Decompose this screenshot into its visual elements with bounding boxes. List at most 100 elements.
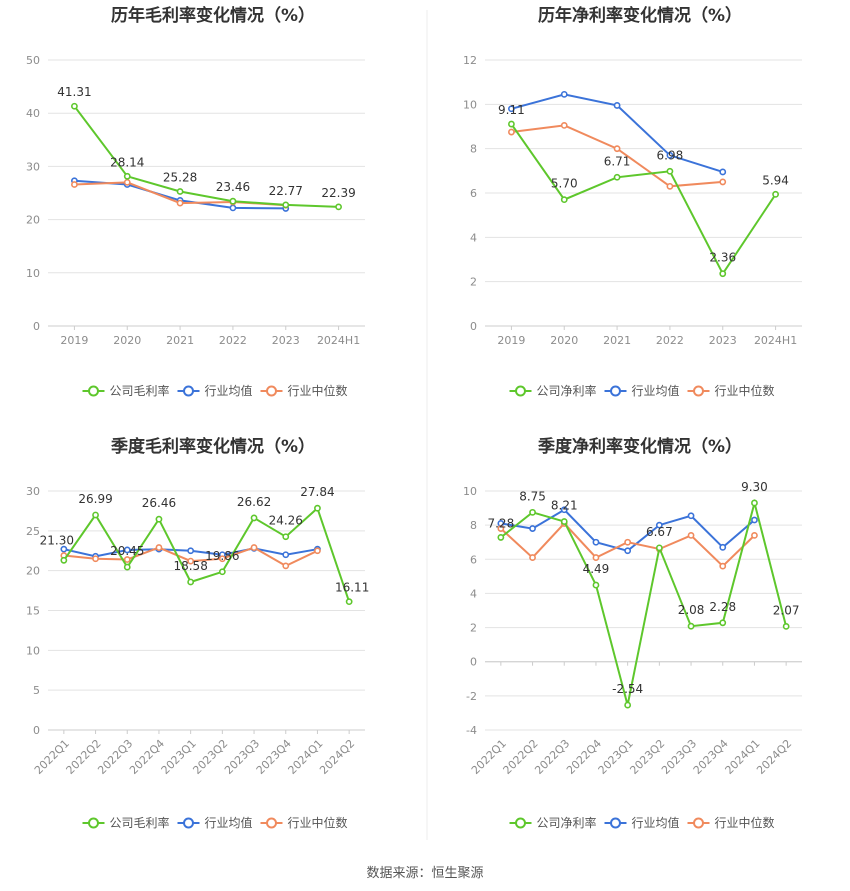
data-point-company bbox=[176, 188, 184, 195]
y-tick-label: 25 bbox=[26, 525, 40, 538]
data-point-industry_avg bbox=[666, 151, 674, 159]
data-point-industry_avg bbox=[123, 546, 131, 554]
x-tick-label: 2021 bbox=[166, 334, 194, 347]
data-label: 18.58 bbox=[173, 559, 207, 573]
data-point-industry_avg bbox=[719, 168, 727, 176]
data-point-company bbox=[529, 508, 536, 516]
data-point-company bbox=[497, 534, 505, 541]
data-point-industry_median bbox=[176, 199, 184, 207]
y-tick-label: 30 bbox=[26, 485, 40, 498]
data-point-industry_median bbox=[529, 554, 536, 561]
x-tick-label: 2022 bbox=[219, 334, 247, 347]
chart-title: 季度毛利率变化情况（%） bbox=[111, 436, 315, 457]
x-tick-label: 2024H1 bbox=[754, 334, 797, 347]
chart-title: 历年毛利率变化情况（%） bbox=[111, 5, 315, 26]
data-point-industry_median bbox=[719, 562, 727, 570]
data-point-company bbox=[655, 544, 663, 552]
data-label: 41.31 bbox=[57, 85, 91, 99]
data-point-company bbox=[782, 622, 790, 630]
data-point-industry_avg bbox=[655, 521, 663, 529]
data-point-company bbox=[282, 201, 290, 209]
x-tick-label: 2022 bbox=[656, 334, 684, 347]
y-tick-label: 4 bbox=[470, 587, 477, 600]
legend-label: 行业均值 bbox=[632, 815, 680, 830]
data-point-industry_median bbox=[719, 178, 727, 186]
legend-label: 行业均值 bbox=[205, 815, 253, 830]
data-point-industry_avg bbox=[592, 538, 600, 546]
data-label: 28.14 bbox=[110, 155, 144, 169]
data-point-industry_avg bbox=[560, 506, 568, 514]
legend-swatch-marker bbox=[183, 817, 194, 829]
data-label: 2.08 bbox=[678, 603, 705, 617]
data-point-industry_avg bbox=[613, 102, 621, 109]
data-label: 27.84 bbox=[300, 485, 334, 499]
data-point-industry_median bbox=[314, 547, 321, 555]
data-label: 16.11 bbox=[335, 581, 369, 595]
data-point-industry_median bbox=[613, 145, 621, 153]
y-tick-label: 6 bbox=[470, 187, 477, 200]
y-tick-label: 15 bbox=[26, 605, 40, 618]
y-tick-label: 12 bbox=[463, 54, 477, 67]
x-tick-label: 2020 bbox=[550, 334, 578, 347]
data-point-company bbox=[123, 172, 131, 180]
data-label: 5.94 bbox=[762, 173, 789, 187]
y-tick-label: 8 bbox=[470, 519, 477, 532]
data-point-industry_avg bbox=[719, 543, 727, 551]
x-tick-label: 2023 bbox=[272, 334, 300, 347]
data-label: 6.67 bbox=[646, 525, 673, 539]
legend-label: 行业中位数 bbox=[715, 383, 775, 398]
data-point-company bbox=[592, 581, 600, 589]
y-tick-label: 2 bbox=[470, 622, 477, 635]
y-tick-label: 20 bbox=[26, 214, 40, 227]
data-point-company bbox=[751, 499, 758, 507]
data-point-industry_median bbox=[92, 555, 99, 563]
y-tick-label: 10 bbox=[463, 485, 477, 498]
x-tick-label: 2020 bbox=[113, 334, 141, 347]
data-point-industry_median bbox=[71, 181, 78, 188]
data-point-industry_median bbox=[624, 538, 632, 546]
legend-swatch-marker bbox=[515, 385, 526, 397]
y-tick-label: 10 bbox=[463, 98, 477, 111]
data-point-company bbox=[282, 533, 290, 541]
data-label: 4.49 bbox=[583, 562, 610, 576]
data-point-industry_median bbox=[592, 554, 600, 561]
data-label: 19.86 bbox=[205, 549, 239, 563]
series-line-company bbox=[73, 105, 339, 208]
legend-swatch-marker bbox=[693, 817, 704, 829]
y-tick-label: 10 bbox=[26, 644, 40, 657]
y-tick-label: 30 bbox=[26, 160, 40, 173]
legend-swatch-marker bbox=[88, 817, 99, 829]
data-point-industry_median bbox=[187, 557, 195, 565]
legend-label: 公司净利率 bbox=[537, 383, 597, 398]
data-label: 6.71 bbox=[604, 154, 631, 168]
data-point-industry_median bbox=[751, 531, 758, 539]
data-label: 5.70 bbox=[551, 177, 578, 191]
data-point-company bbox=[92, 511, 99, 519]
data-point-industry_avg bbox=[624, 547, 632, 555]
data-label: 2.28 bbox=[709, 600, 736, 614]
chart-title: 季度净利率变化情况（%） bbox=[538, 436, 742, 457]
y-tick-label: 20 bbox=[26, 565, 40, 578]
data-point-industry_median bbox=[560, 121, 568, 129]
data-label: 8.21 bbox=[551, 499, 578, 513]
data-point-company bbox=[335, 203, 342, 211]
data-point-company bbox=[624, 701, 632, 709]
data-point-industry_avg bbox=[229, 204, 237, 212]
chart-title: 历年净利率变化情况（%） bbox=[538, 5, 742, 26]
legend-label: 行业均值 bbox=[632, 383, 680, 398]
x-tick-label: 2024H1 bbox=[317, 334, 360, 347]
data-point-company bbox=[345, 598, 353, 606]
y-tick-label: -4 bbox=[466, 724, 477, 737]
data-point-company bbox=[613, 173, 621, 181]
data-label: 23.46 bbox=[216, 180, 250, 194]
y-tick-label: 50 bbox=[26, 54, 40, 67]
x-tick-label: 2023 bbox=[709, 334, 737, 347]
data-label: 21.30 bbox=[40, 533, 74, 547]
legend-swatch-marker bbox=[610, 385, 621, 397]
y-tick-label: 8 bbox=[470, 143, 477, 156]
y-tick-label: -2 bbox=[466, 690, 477, 703]
data-label: 6.98 bbox=[657, 148, 684, 162]
x-tick-label: 2021 bbox=[603, 334, 631, 347]
data-point-company bbox=[71, 102, 78, 110]
y-tick-label: 4 bbox=[470, 231, 477, 244]
